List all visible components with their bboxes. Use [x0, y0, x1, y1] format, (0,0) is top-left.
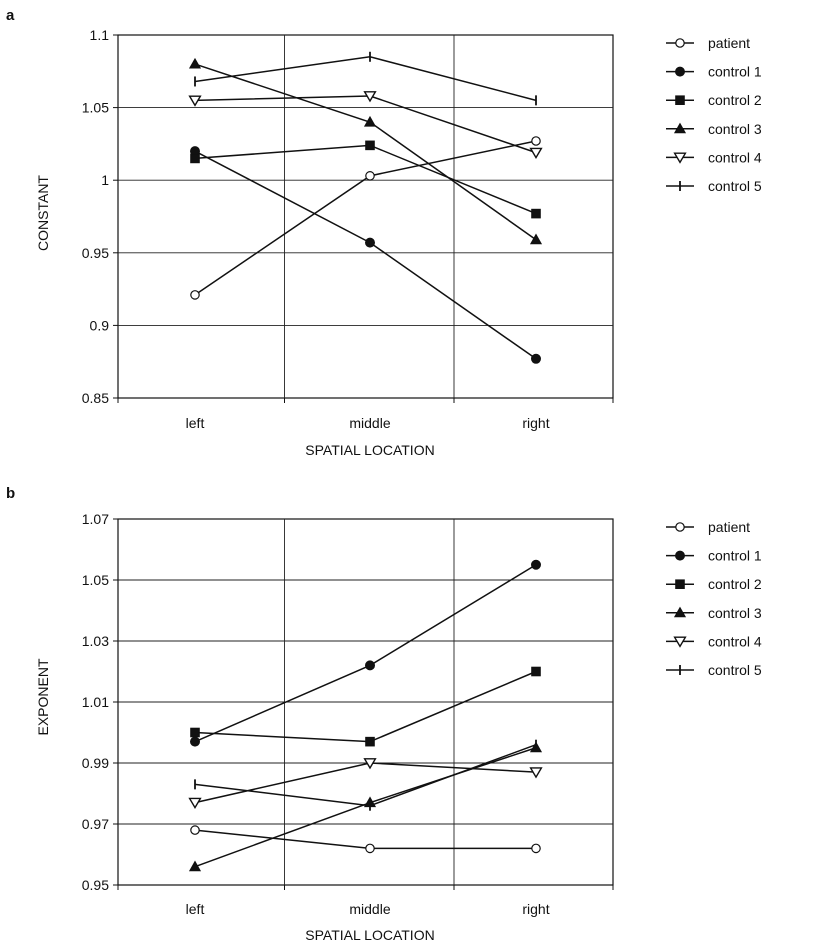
x-tick-label-right: right [522, 415, 549, 431]
y-tick-label: 0.9 [90, 317, 110, 333]
point-control-2-left [190, 727, 200, 738]
point-control-4-middle [363, 91, 377, 103]
series-line-control-2 [194, 670, 537, 743]
y-tick-label: 0.95 [82, 245, 109, 261]
y-tick-label: 1.05 [82, 100, 109, 116]
y-tick-label: 1 [101, 172, 109, 188]
point-control-1-middle [365, 660, 375, 671]
series-line-control-5 [194, 743, 537, 807]
panel-b-plot: 1.07 1.05 1.03 1.01 0.99 0.97 0.95 left middle ri… [82, 511, 614, 917]
panel-a-x-axis-title: SPATIAL LOCATION [305, 442, 434, 458]
legend-marker-control-3 [673, 122, 687, 134]
legend-marker-patient [675, 522, 685, 532]
legend-marker-control-4 [673, 152, 687, 164]
legend-label-control-2: control 2 [708, 576, 762, 592]
panel-b-y-axis-title: EXPONENT [35, 658, 51, 735]
series-line-patient [194, 829, 536, 850]
point-control-1-right [531, 559, 541, 570]
legend-label-control-4: control 4 [708, 149, 762, 165]
panel-a-letter: a [6, 7, 15, 24]
point-patient-left [190, 825, 200, 835]
panel-b-legend: patient control 1 control 2 control 3 contro… [666, 519, 762, 678]
plot-frame [117, 34, 614, 399]
point-control-2-middle [365, 736, 375, 747]
point-control-2-middle [365, 140, 375, 151]
series-line-control-4 [194, 762, 537, 804]
legend-marker-control-4 [673, 636, 687, 648]
legend-label-control-4: control 4 [708, 633, 762, 649]
point-control-2-left [190, 153, 200, 164]
panel-a: a 1.1 1.05 1 0.95 0.9 0.85 left middle right pat… [6, 7, 762, 458]
legend-label-control-5: control 5 [708, 662, 762, 678]
y-tick-label: 0.99 [82, 755, 109, 771]
point-control-1-left [190, 736, 200, 747]
point-control-4-left [188, 797, 202, 810]
series-line-control-1 [194, 150, 537, 360]
legend-marker-control-1 [675, 66, 685, 77]
panel-a-plot: 1.1 1.05 1 0.95 0.9 0.85 left middle right [82, 27, 614, 431]
y-tick-label: 0.97 [82, 816, 109, 832]
panel-a-y-axis-title: CONSTANT [35, 175, 51, 251]
legend-marker-control-3 [673, 606, 687, 618]
x-tick-label-right: right [522, 901, 549, 917]
legend-label-control-3: control 3 [708, 605, 762, 621]
x-tick-label-middle: middle [349, 415, 390, 431]
y-tick-label: 1.1 [90, 27, 110, 43]
point-patient-middle [365, 843, 375, 854]
point-control-4-middle [363, 758, 377, 770]
legend-label-patient: patient [708, 519, 750, 535]
point-control-4-right [529, 147, 543, 159]
point-patient-right [531, 136, 541, 146]
point-control-1-middle [365, 237, 375, 248]
point-control-4-left [188, 95, 202, 107]
legend-marker-control-2 [675, 579, 685, 590]
y-tick-label: 1.03 [82, 633, 109, 649]
series-line-patient [194, 140, 537, 296]
y-tick-label: 0.95 [82, 877, 109, 893]
point-control-3-right [529, 233, 543, 245]
y-tick-label: 1.07 [82, 511, 109, 527]
point-control-1-right [531, 353, 541, 364]
legend-marker-control-2 [675, 95, 685, 106]
panel-b-letter: b [6, 485, 15, 502]
legend-label-patient: patient [708, 35, 750, 51]
y-tick-label: 1.05 [82, 572, 109, 588]
point-patient-right [531, 843, 541, 854]
legend-label-control-1: control 1 [708, 548, 762, 564]
point-control-4-right [529, 767, 543, 779]
point-patient-middle [365, 171, 375, 181]
x-tick-label-left: left [186, 415, 205, 431]
panel-b-x-axis-title: SPATIAL LOCATION [305, 927, 434, 943]
point-control-3-left [188, 860, 202, 872]
legend-marker-patient [675, 38, 685, 48]
point-patient-left [190, 290, 200, 300]
legend-label-control-2: control 2 [708, 92, 762, 108]
point-control-3-middle [363, 115, 377, 127]
x-tick-label-left: left [186, 901, 205, 917]
legend-marker-control-1 [675, 550, 685, 561]
point-control-2-right [531, 666, 541, 677]
series-line-control-1 [194, 564, 537, 743]
legend-label-control-5: control 5 [708, 178, 762, 194]
panel-a-legend: patient control 1 control 2 control 3 contro… [666, 35, 762, 194]
y-tick-label: 0.85 [82, 390, 109, 406]
x-tick-label-middle: middle [349, 901, 390, 917]
point-control-3-left [188, 57, 202, 69]
legend-label-control-1: control 1 [708, 64, 762, 80]
legend-label-control-3: control 3 [708, 121, 762, 137]
y-tick-label: 1.01 [82, 694, 109, 710]
point-control-2-right [531, 208, 541, 219]
panel-b: b 1.07 1.05 1.03 1.01 0.99 0.97 0.95 left middle… [6, 485, 762, 943]
